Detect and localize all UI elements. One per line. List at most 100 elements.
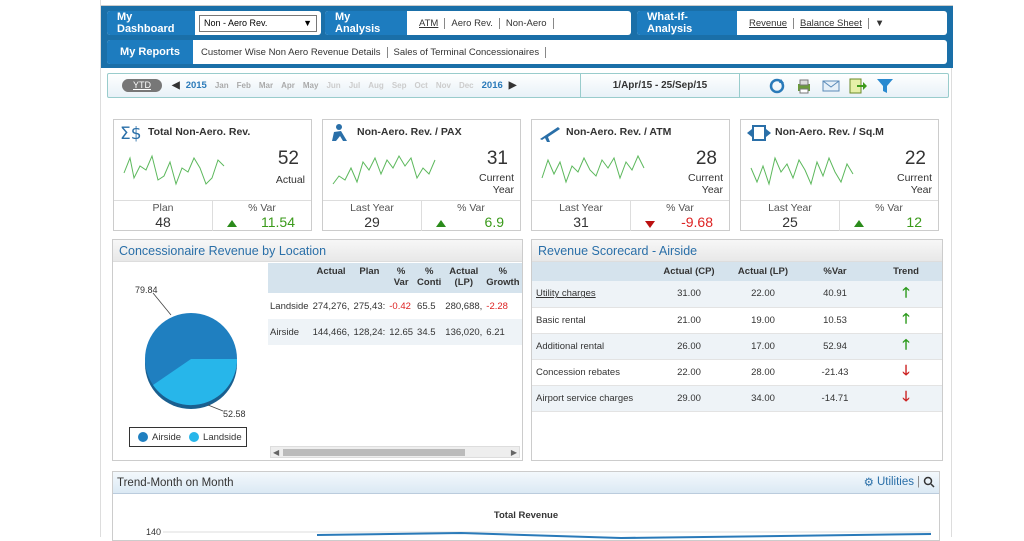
pie-slice-landside[interactable] bbox=[153, 359, 238, 406]
kpi-var-value: 11.54 bbox=[261, 214, 295, 230]
month-jul[interactable]: Jul bbox=[348, 81, 361, 90]
refresh-icon[interactable] bbox=[768, 77, 786, 95]
analysis-links: ATM Aero Rev. Non-Aero bbox=[407, 17, 554, 29]
cell: 31.00 bbox=[652, 281, 726, 308]
kpi-value: 22 bbox=[904, 148, 926, 169]
table-row: Landside 274,276, 275,43: -0.42 65.5 280… bbox=[268, 293, 522, 319]
whatif-link-balance-sheet[interactable]: Balance Sheet bbox=[794, 17, 869, 29]
cell: 34.5 bbox=[415, 319, 444, 345]
kpi-left-cell: Last Year 31 bbox=[532, 201, 630, 231]
kpi-var-label: % Var bbox=[248, 202, 276, 214]
trend-tools: ⚙ Utilities | bbox=[864, 475, 935, 489]
month-sep[interactable]: Sep bbox=[391, 81, 407, 90]
scroll-left-icon[interactable]: ◀ bbox=[273, 448, 280, 457]
email-icon[interactable] bbox=[822, 77, 840, 95]
my-analysis-button[interactable]: My Analysis bbox=[325, 11, 407, 35]
month-oct[interactable]: Oct bbox=[414, 81, 428, 90]
legend-landside[interactable]: Landside bbox=[203, 431, 242, 443]
my-dashboard-button[interactable]: My Dashboard bbox=[107, 11, 195, 35]
landside-legend-dot bbox=[189, 432, 200, 442]
trend-series-line bbox=[316, 531, 932, 540]
month-dec[interactable]: Dec bbox=[458, 81, 474, 90]
table-row: Concession rebates 22.00 28.00 -21.43 🡓 bbox=[532, 359, 942, 386]
kpi-card[interactable]: Σ$ Total Non-Aero. Rev. 52 Actual Plan 4… bbox=[113, 119, 312, 231]
kpi-left-value: 31 bbox=[573, 214, 589, 230]
period-toolbar: YTD ◀ 2015 Jan Feb Mar Apr May Jun Jul A… bbox=[107, 73, 949, 98]
kpi-card[interactable]: Non-Aero. Rev. / ATM 28 Current Year Las… bbox=[531, 119, 730, 231]
cell: 29.00 bbox=[652, 385, 726, 412]
month-apr[interactable]: Apr bbox=[281, 81, 295, 90]
scorecard-link-utility[interactable]: Utility charges bbox=[532, 281, 652, 308]
cell: 40.91 bbox=[800, 281, 870, 308]
export-icon[interactable] bbox=[849, 77, 867, 95]
prev-year-arrow-icon[interactable]: ◀ bbox=[172, 80, 180, 91]
arrow-down-icon: 🡓 bbox=[902, 362, 910, 378]
legend-airside[interactable]: Airside bbox=[152, 431, 182, 443]
cell: 19.00 bbox=[726, 307, 800, 334]
kpi-card[interactable]: Non-Aero. Rev. / PAX 31 Current Year Las… bbox=[322, 119, 521, 231]
divider: | bbox=[917, 476, 920, 488]
whatif-group: What-If-Analysis Revenue Balance Sheet ▼ bbox=[637, 11, 947, 35]
month-mar[interactable]: Mar bbox=[258, 81, 274, 90]
dashboard-select-value: Non - Aero Rev. bbox=[204, 18, 268, 28]
table-horizontal-scrollbar[interactable]: ◀ ▶ bbox=[270, 446, 520, 458]
utilities-dropdown[interactable]: Utilities bbox=[876, 476, 914, 488]
area-icon bbox=[747, 125, 771, 141]
print-icon[interactable] bbox=[795, 77, 813, 95]
passenger-icon bbox=[332, 124, 347, 141]
next-year-arrow-icon[interactable]: ▶ bbox=[508, 80, 517, 91]
cell: 🡓 bbox=[870, 385, 942, 412]
kpi-bottom: Last Year 25 % Var 12 bbox=[741, 200, 938, 231]
month-aug[interactable]: Aug bbox=[368, 81, 384, 90]
kpi-sub: Actual bbox=[275, 174, 305, 186]
col-header: Trend bbox=[870, 262, 942, 281]
report-link-sales-terminal[interactable]: Sales of Terminal Concessionaires bbox=[388, 46, 547, 58]
month-jun[interactable]: Jun bbox=[326, 81, 341, 90]
gears-icon[interactable]: ⚙ bbox=[863, 477, 874, 489]
cell: 136,020, bbox=[443, 319, 485, 345]
top-strip bbox=[101, 0, 953, 6]
my-reports-button[interactable]: My Reports bbox=[107, 40, 193, 64]
airplane-icon bbox=[540, 127, 560, 142]
report-link-customer-wise[interactable]: Customer Wise Non Aero Revenue Details bbox=[195, 46, 388, 58]
analysis-group: My Analysis ATM Aero Rev. Non-Aero bbox=[325, 11, 631, 35]
whatif-link-revenue[interactable]: Revenue bbox=[743, 17, 795, 29]
scroll-right-icon[interactable]: ▶ bbox=[510, 448, 517, 457]
cell: 144,466, bbox=[310, 319, 352, 345]
cell: 🡓 bbox=[870, 359, 942, 386]
cell: 280,688, bbox=[445, 300, 483, 312]
filter-icon[interactable] bbox=[876, 77, 894, 95]
analysis-link-aero[interactable]: Aero Rev. bbox=[445, 17, 500, 29]
pie-leader-line bbox=[207, 404, 224, 412]
analysis-link-atm[interactable]: ATM bbox=[413, 17, 446, 29]
kpi-left-value: 48 bbox=[155, 214, 171, 230]
kpi-var-cell: % Var -9.68 bbox=[630, 201, 729, 231]
table-row: Utility charges 31.00 22.00 40.91 🡑 bbox=[532, 281, 942, 308]
cell: 65.5 bbox=[417, 300, 436, 312]
svg-text:Σ$: Σ$ bbox=[120, 124, 142, 143]
scroll-thumb[interactable] bbox=[283, 449, 465, 456]
whatif-more-icon[interactable]: ▼ bbox=[874, 17, 885, 29]
cell: 26.00 bbox=[652, 333, 726, 360]
month-may[interactable]: May bbox=[302, 81, 319, 90]
analysis-link-nonaero[interactable]: Non-Aero bbox=[500, 17, 554, 29]
kpi-title: Non-Aero. Rev. / Sq.M bbox=[775, 126, 884, 138]
month-jan[interactable]: Jan bbox=[214, 81, 229, 90]
kpi-var-cell: % Var 12 bbox=[839, 201, 938, 231]
trend-up-icon bbox=[436, 220, 446, 227]
cell: -14.71 bbox=[800, 385, 870, 412]
zoom-icon[interactable] bbox=[923, 476, 935, 488]
month-nov[interactable]: Nov bbox=[435, 81, 451, 90]
kpi-bottom: Plan 48 % Var 11.54 bbox=[114, 200, 311, 231]
date-range: 1/Apr/15 - 25/Sep/15 bbox=[580, 74, 740, 97]
kpi-card[interactable]: Non-Aero. Rev. / Sq.M 22 Current Year La… bbox=[740, 119, 939, 231]
concessionaire-table: Actual Plan % Var % Conti Actual (LP) % … bbox=[268, 263, 522, 345]
col-header: % Growth bbox=[484, 263, 522, 293]
month-feb[interactable]: Feb bbox=[236, 81, 251, 90]
what-if-analysis-button[interactable]: What-If-Analysis bbox=[637, 11, 737, 35]
ytd-button[interactable]: YTD bbox=[122, 79, 162, 92]
end-year[interactable]: 2016 bbox=[481, 80, 503, 91]
dashboard-select[interactable]: Non - Aero Rev. ▼ bbox=[199, 14, 317, 32]
arrow-down-icon: 🡓 bbox=[902, 388, 910, 404]
start-year[interactable]: 2015 bbox=[185, 80, 207, 91]
